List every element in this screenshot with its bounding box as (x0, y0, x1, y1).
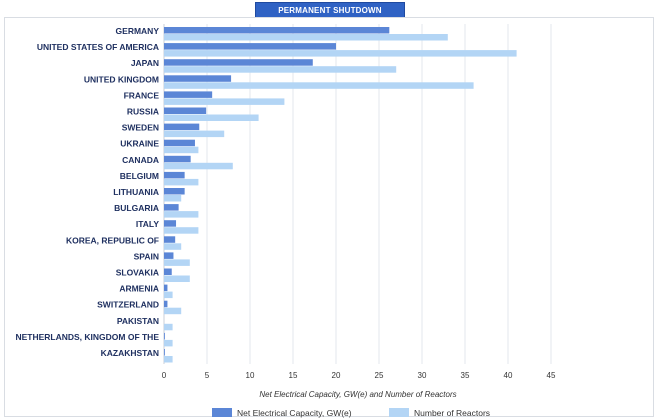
x-tick-label: 20 (332, 371, 341, 380)
bar-reactors (164, 243, 182, 250)
category-label: BULGARIA (114, 203, 159, 213)
x-tick-label: 35 (461, 371, 470, 380)
x-tick-label: 10 (246, 371, 255, 380)
bar-capacity (164, 75, 232, 82)
category-label: JAPAN (131, 58, 159, 68)
category-label: UNITED KINGDOM (84, 74, 159, 84)
grid-lines (163, 24, 552, 364)
x-tick-labels: 0 5 10 15 20 25 30 35 40 45 (162, 371, 556, 380)
category-label: CANADA (122, 155, 159, 165)
legend-label-capacity: Net Electrical Capacity, GW(e) (237, 408, 352, 418)
x-tick-label: 45 (547, 371, 556, 380)
bar-capacity (164, 107, 207, 114)
category-label: FRANCE (124, 90, 160, 100)
bar-reactors (164, 307, 182, 315)
x-axis-title: Net Electrical Capacity, GW(e) and Numbe… (259, 390, 456, 399)
x-tick-label: 15 (289, 371, 298, 380)
bar-capacity (164, 188, 185, 195)
category-label: PAKISTAN (117, 316, 159, 326)
x-tick-label: 5 (205, 371, 210, 380)
category-label: NETHERLANDS, KINGDOM OF THE (15, 332, 159, 342)
bar-capacity (164, 59, 313, 66)
bar-capacity (164, 171, 185, 179)
legend-label-reactors: Number of Reactors (414, 408, 490, 418)
bar-reactors (164, 50, 517, 57)
category-label: SWITZERLAND (97, 300, 159, 310)
bar-reactors (164, 34, 448, 41)
category-label: BELGIUM (120, 171, 159, 181)
category-label: UNITED STATES OF AMERICA (37, 42, 159, 52)
x-tick-label: 0 (162, 371, 167, 380)
bar-capacity (164, 252, 174, 259)
bar-reactors (164, 162, 233, 170)
bar-reactors (164, 275, 190, 282)
category-label: SLOVAKIA (116, 268, 159, 278)
bar-capacity (164, 155, 191, 163)
bar-capacity (164, 91, 213, 98)
bar-reactors (164, 195, 182, 202)
category-label: SPAIN (134, 251, 159, 261)
bar-reactors (164, 114, 259, 121)
chart-frame (4, 17, 654, 417)
bar-capacity (164, 332, 165, 340)
bar-capacity (164, 284, 168, 292)
bar-capacity (164, 300, 168, 308)
bar-capacity (164, 236, 176, 243)
bar-capacity (164, 220, 177, 227)
bar-reactors (164, 291, 173, 299)
category-label: RUSSIA (127, 107, 159, 117)
legend-swatch-reactors (389, 408, 409, 417)
bar-reactors (164, 211, 199, 218)
x-tick-label: 30 (418, 371, 427, 380)
bar-reactors (164, 130, 225, 138)
legend: Net Electrical Capacity, GW(e) Number of… (212, 408, 490, 418)
category-label: KAZAKHSTAN (101, 348, 159, 358)
bar-reactors (164, 339, 173, 347)
chart-title: PERMANENT SHUTDOWN (278, 5, 382, 15)
bar-capacity (164, 27, 390, 34)
category-label: ARMENIA (119, 284, 159, 294)
bar-reactors (164, 98, 285, 105)
category-label: KOREA, REPUBLIC OF (66, 235, 159, 245)
bar-reactors (164, 227, 199, 234)
bar-reactors (164, 323, 173, 331)
bar-reactors (164, 356, 173, 363)
bar-capacity (164, 139, 195, 147)
bar-capacity (164, 43, 336, 50)
bar-capacity (164, 349, 165, 356)
bar-reactors (164, 178, 199, 186)
bar-capacity (164, 268, 172, 275)
bar-capacity (164, 204, 179, 211)
bar-reactors (164, 66, 397, 73)
category-label: GERMANY (116, 26, 160, 36)
bar-reactors (164, 146, 199, 154)
category-label: UKRAINE (120, 139, 159, 149)
category-label: ITALY (136, 219, 159, 229)
bars (164, 27, 517, 363)
bar-reactors (164, 82, 474, 89)
category-labels: GERMANY UNITED STATES OF AMERICA JAPAN UNIT… (15, 26, 159, 358)
x-tick-label: 40 (504, 371, 513, 380)
x-tick-label: 25 (375, 371, 384, 380)
bar-capacity (164, 123, 200, 131)
category-label: SWEDEN (122, 123, 159, 133)
category-label: LITHUANIA (113, 187, 159, 197)
bar-reactors (164, 259, 190, 266)
legend-swatch-capacity (212, 408, 232, 417)
